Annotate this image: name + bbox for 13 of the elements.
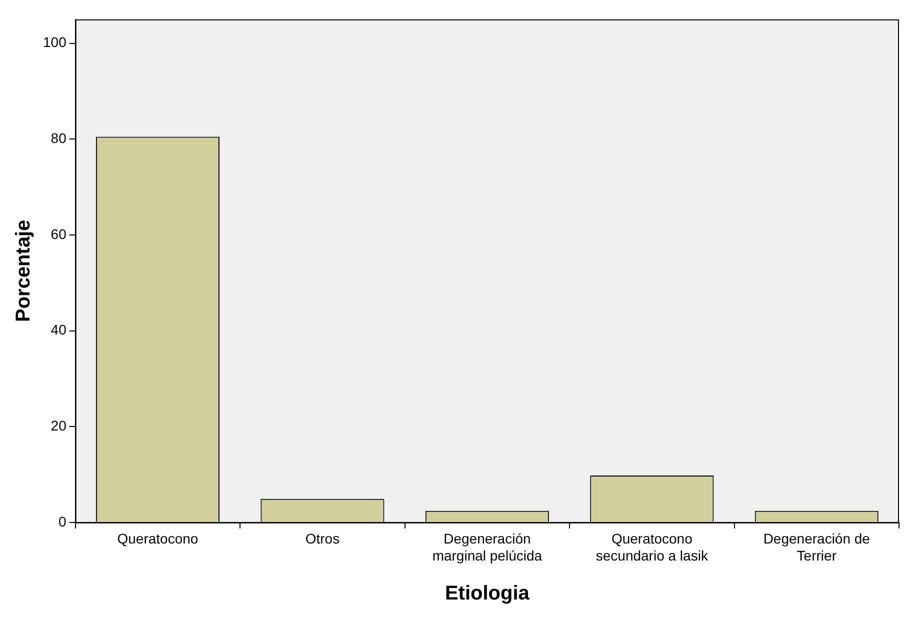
y-tick-label: 60 xyxy=(50,226,67,242)
y-tick-label: 80 xyxy=(50,130,67,146)
y-tick-label: 100 xyxy=(43,34,67,50)
y-tick-label: 0 xyxy=(58,513,67,530)
x-tick-label: Degeneración marginal pelúcida xyxy=(432,530,542,564)
x-tick-label: Queratocono secundario a lasik xyxy=(596,530,709,564)
x-tick-label: Queratocono xyxy=(117,530,198,547)
y-tick-label: 40 xyxy=(50,322,67,338)
y-tick-label: 20 xyxy=(50,417,67,434)
x-tick-label: Otros xyxy=(305,530,340,547)
y-axis-title: Porcentaje xyxy=(12,220,35,322)
x-tick-label: Degeneración de Terrier xyxy=(763,530,870,564)
x-axis-title: Etiologia xyxy=(444,582,530,605)
